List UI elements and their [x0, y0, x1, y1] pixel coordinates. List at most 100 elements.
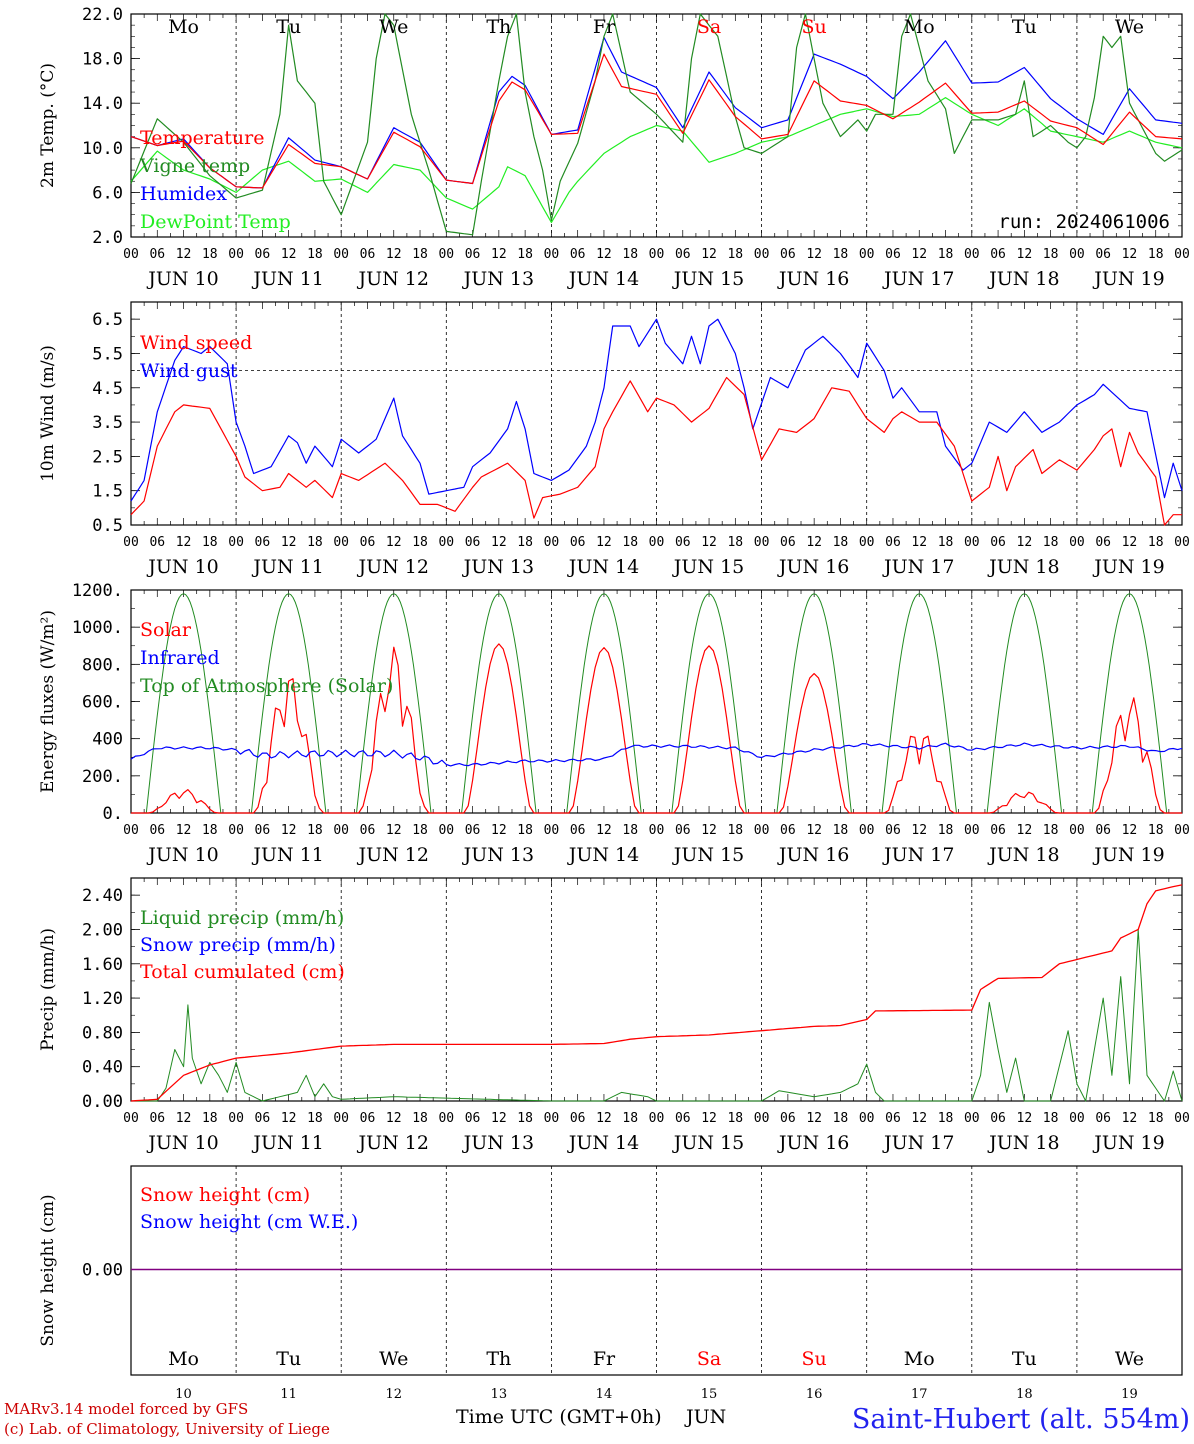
date-label: JUN 19 [1092, 556, 1164, 578]
date-label: JUN 11 [251, 556, 323, 578]
day-number: 15 [701, 1387, 718, 1402]
y-tick-label: 0.00 [82, 1261, 123, 1281]
hour-tick-label: 18 [1043, 1111, 1059, 1126]
date-label: JUN 18 [987, 268, 1059, 290]
hour-tick-label: 00 [544, 247, 560, 262]
hour-tick-label: 12 [491, 1111, 507, 1126]
hour-tick-label: 18 [202, 535, 218, 550]
hour-tick-label: 06 [1095, 535, 1111, 550]
y-tick-label: 4.5 [92, 379, 123, 399]
credit-line-2: (c) Lab. of Climatology, University of L… [4, 1420, 330, 1438]
hour-tick-label: 18 [517, 823, 533, 838]
legend-darkgreen: Top of Atmosphere (Solar) [140, 675, 393, 697]
hour-tick-label: 18 [517, 1111, 533, 1126]
hour-tick-label: 18 [938, 823, 954, 838]
y-tick-label: 10.0 [82, 139, 123, 159]
hour-tick-label: 12 [281, 823, 297, 838]
legend-blue: Humidex [140, 183, 227, 205]
hour-tick-label: 12 [281, 1111, 297, 1126]
legend-blue: Snow height (cm W.E.) [140, 1211, 358, 1233]
date-label: JUN 16 [777, 1132, 849, 1154]
y-tick-label: 2.0 [92, 228, 123, 248]
hour-tick-label: 06 [149, 1111, 165, 1126]
hour-tick-label: 00 [1069, 1111, 1085, 1126]
y-axis-label: Snow height (cm) [38, 1194, 58, 1346]
hour-tick-label: 06 [675, 535, 691, 550]
hour-tick-label: 06 [1095, 247, 1111, 262]
hour-tick-label: 18 [202, 823, 218, 838]
hour-tick-label: 06 [675, 247, 691, 262]
panel-frame [130, 589, 1183, 814]
hour-tick-label: 00 [964, 247, 980, 262]
hour-tick-label: 06 [570, 1111, 586, 1126]
hour-tick-label: 12 [911, 247, 927, 262]
y-tick-label: 14.0 [82, 94, 123, 114]
date-label: JUN 18 [987, 844, 1059, 866]
date-label: JUN 11 [251, 1132, 323, 1154]
weekday-label: Tu [276, 1348, 301, 1370]
date-label: JUN 12 [357, 268, 429, 290]
date-label: JUN 10 [146, 268, 218, 290]
y-tick-label: 0.40 [82, 1058, 123, 1078]
hour-tick-label: 06 [360, 823, 376, 838]
hour-tick-label: 18 [307, 1111, 323, 1126]
hour-tick-label: 12 [1122, 535, 1138, 550]
hour-tick-label: 00 [754, 535, 770, 550]
y-tick-label: 3.5 [92, 413, 123, 433]
hour-tick-label: 18 [833, 823, 849, 838]
hour-tick-label: 06 [255, 535, 271, 550]
weekday-label: We [379, 16, 408, 38]
run-label: run: 2024061006 [998, 211, 1170, 233]
hour-tick-label: 00 [333, 1111, 349, 1126]
legend-darkgreen: Vigne temp [139, 155, 250, 177]
hour-tick-label: 06 [885, 1111, 901, 1126]
hour-tick-label: 06 [990, 247, 1006, 262]
date-label: JUN 13 [462, 844, 534, 866]
hour-tick-label: 18 [1148, 1111, 1164, 1126]
legend-blue: Snow precip (mm/h) [140, 934, 336, 956]
hour-tick-label: 12 [281, 535, 297, 550]
hour-tick-label: 06 [675, 1111, 691, 1126]
hour-tick-label: 06 [360, 1111, 376, 1126]
hour-tick-label: 00 [123, 1111, 139, 1126]
day-number: 14 [596, 1387, 613, 1402]
hour-tick-label: 06 [465, 535, 481, 550]
hour-tick-label: 18 [622, 823, 638, 838]
hour-tick-label: 12 [701, 247, 717, 262]
hour-tick-label: 12 [806, 823, 822, 838]
hour-tick-label: 00 [123, 247, 139, 262]
hour-tick-label: 06 [255, 1111, 271, 1126]
day-number: 10 [175, 1387, 192, 1402]
series-blue [130, 36, 1183, 189]
y-tick-label: 0.80 [82, 1023, 123, 1043]
hour-tick-label: 06 [465, 823, 481, 838]
hour-tick-label: 06 [360, 247, 376, 262]
legend-lime: DewPoint Temp [140, 211, 291, 233]
hour-tick-label: 00 [859, 535, 875, 550]
hour-tick-label: 06 [255, 247, 271, 262]
date-label: JUN 14 [567, 268, 639, 290]
series-blue [130, 318, 1183, 502]
legend-red: Wind speed [140, 332, 252, 354]
hour-tick-label: 00 [649, 535, 665, 550]
day-number: 17 [911, 1387, 928, 1402]
y-tick-label: 600. [82, 693, 123, 713]
hour-tick-label: 00 [859, 823, 875, 838]
series-liquid [131, 929, 1183, 1102]
hour-tick-label: 06 [360, 535, 376, 550]
hour-tick-label: 00 [438, 823, 454, 838]
hour-tick-label: 06 [885, 247, 901, 262]
y-tick-label: 5.5 [92, 344, 123, 364]
y-tick-label: 200. [82, 767, 123, 787]
hour-tick-label: 06 [780, 247, 796, 262]
legend-red: Total cumulated (cm) [140, 961, 345, 983]
hour-tick-label: 18 [412, 535, 428, 550]
hour-tick-label: 00 [1069, 247, 1085, 262]
series-red [130, 53, 1183, 189]
date-label: JUN 16 [777, 556, 849, 578]
date-label: JUN 19 [1092, 268, 1164, 290]
hour-tick-label: 06 [990, 1111, 1006, 1126]
series-red [130, 376, 1182, 526]
panel-frame [130, 301, 1183, 526]
hour-tick-label: 12 [806, 1111, 822, 1126]
